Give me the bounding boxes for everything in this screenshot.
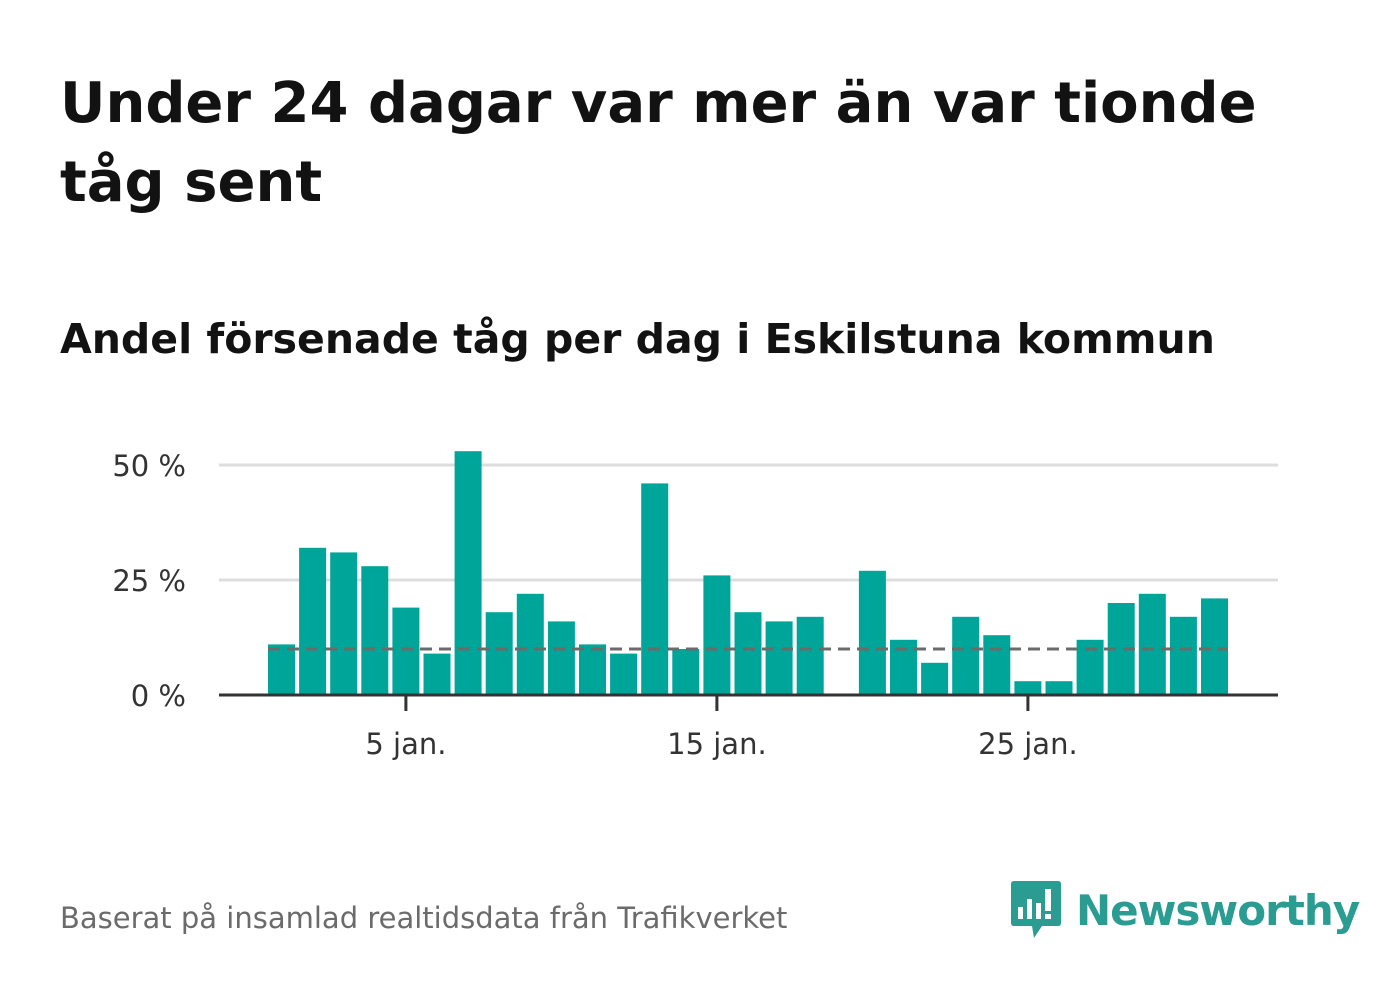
bar (547, 621, 575, 695)
x-tick-label: 25 jan. (978, 727, 1078, 761)
bar (952, 616, 980, 695)
bar-chart: 0 % 25 % 50 % 5 jan. 15 jan. 25 jan. (112, 449, 1278, 761)
bar (1169, 616, 1197, 695)
bar (734, 612, 762, 695)
bar (485, 612, 513, 695)
y-tick-label: 25 % (112, 564, 186, 598)
bar (641, 483, 669, 695)
y-tick-label: 50 % (112, 449, 186, 483)
bar (454, 451, 482, 695)
bar (610, 653, 638, 695)
bar (1045, 681, 1073, 695)
bar (765, 621, 793, 695)
y-tick-label: 0 % (131, 679, 186, 713)
newsworthy-logo-icon (1011, 881, 1061, 938)
bar (672, 649, 700, 695)
bar (983, 635, 1011, 695)
x-tick-label: 5 jan. (365, 727, 446, 761)
brand-logo: Newsworthy (1010, 878, 1360, 942)
bar (299, 547, 327, 695)
bar (796, 616, 824, 695)
chart-subtitle: Andel försenade tåg per dag i Eskilstuna… (60, 315, 1215, 363)
chart-title: Under 24 dagar var mer än var tionde tåg… (60, 71, 1257, 215)
bar (330, 552, 358, 695)
bar (921, 662, 949, 695)
bar (361, 566, 389, 695)
bar (423, 653, 451, 695)
x-tick-label: 15 jan. (667, 727, 767, 761)
bar (516, 593, 544, 695)
bar (392, 607, 420, 695)
bar (579, 644, 606, 695)
brand-name: Newsworthy (1076, 885, 1360, 935)
bar (703, 575, 731, 695)
bar (1138, 593, 1166, 695)
source-note: Baserat på insamlad realtidsdata från Tr… (60, 901, 788, 935)
bar (1201, 598, 1228, 695)
bar (268, 644, 295, 695)
bar (858, 570, 886, 695)
bar (1014, 681, 1042, 695)
